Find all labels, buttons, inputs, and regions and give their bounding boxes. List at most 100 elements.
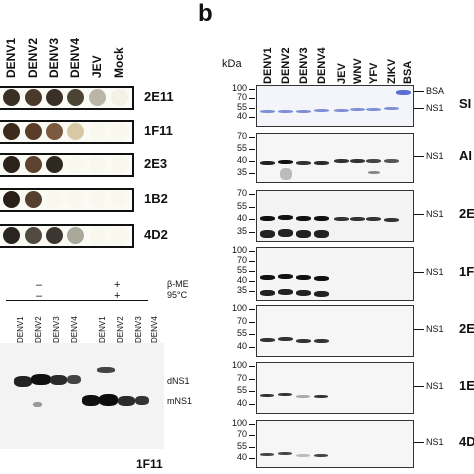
mw-marker: 40 bbox=[236, 275, 247, 285]
column-header-denv3: DENV3 bbox=[47, 37, 61, 78]
blot-band-label-ns1: NS1 bbox=[426, 103, 444, 113]
blot-name: SI bbox=[459, 96, 472, 111]
ai-band-6 bbox=[366, 159, 381, 163]
dot-1b2-3 bbox=[67, 191, 84, 208]
sign-plus-2: + bbox=[114, 290, 121, 302]
strip-2e11 bbox=[0, 86, 134, 110]
blot-1 bbox=[256, 85, 414, 127]
blot-band-label-ns1: NS1 bbox=[426, 209, 444, 219]
ai-band-5 bbox=[350, 159, 365, 163]
blot-name: 2E bbox=[459, 321, 474, 336]
blot-name: 4D bbox=[459, 434, 474, 449]
mw-marker: 40 bbox=[236, 111, 247, 121]
blot-5 bbox=[256, 305, 414, 357]
si-bsa-band bbox=[396, 90, 411, 95]
label-pointer bbox=[414, 214, 424, 215]
mw-tick bbox=[249, 378, 255, 380]
label-pointer bbox=[414, 91, 424, 92]
2e-other-2 bbox=[366, 217, 381, 221]
blot-lane-zikv: ZIKV bbox=[386, 58, 398, 84]
1f-low-0 bbox=[260, 290, 275, 296]
1f-band-2 bbox=[296, 275, 311, 280]
mw-tick bbox=[249, 291, 255, 292]
blot-name: 2E bbox=[459, 206, 474, 221]
mw-marker: 40 bbox=[236, 341, 247, 351]
blot-band-label-ns1: NS1 bbox=[426, 267, 444, 277]
dot-1b2-4 bbox=[89, 191, 106, 208]
mw-tick bbox=[249, 309, 255, 310]
blot-7 bbox=[256, 420, 414, 468]
dot-2e11-0 bbox=[3, 89, 20, 106]
dot-4d2-1 bbox=[25, 227, 42, 244]
2e-band-1 bbox=[278, 215, 293, 220]
dot-1f11-0 bbox=[3, 123, 20, 140]
gel-band-3 bbox=[50, 375, 67, 385]
temp-label: 95°C bbox=[167, 290, 188, 300]
dot-1f11-5 bbox=[111, 123, 128, 140]
label-pointer bbox=[414, 386, 424, 387]
blot-name: 1F bbox=[459, 264, 474, 279]
2e5-band-1 bbox=[278, 337, 293, 341]
2e-other-0 bbox=[334, 217, 349, 221]
strip-label: 2E3 bbox=[144, 156, 168, 171]
dot-4d2-3 bbox=[67, 227, 84, 244]
mw-tick bbox=[249, 347, 255, 348]
blot-6 bbox=[256, 362, 414, 414]
blot-band-label-bsa: BSA bbox=[426, 86, 445, 96]
ai-band-3 bbox=[314, 161, 329, 165]
2e-low-0 bbox=[260, 230, 275, 238]
sign-minus-1: – bbox=[36, 279, 43, 291]
mw-marker: 100 bbox=[231, 83, 247, 93]
mw-marker: 40 bbox=[236, 452, 247, 462]
si-ns1-band-6 bbox=[366, 108, 381, 111]
2e-band-3 bbox=[314, 216, 329, 221]
blot-lane-bsa: BSA bbox=[402, 60, 414, 84]
2e-low-2 bbox=[296, 230, 311, 238]
2e-other-1 bbox=[350, 217, 365, 221]
mw-marker: 70 bbox=[236, 372, 247, 383]
dot-2e3-3 bbox=[67, 156, 84, 173]
blot-band-label-ns1: NS1 bbox=[426, 324, 444, 334]
si-ns1-band-0 bbox=[260, 110, 275, 113]
dot-2e3-1 bbox=[25, 156, 42, 173]
mw-marker: 55 bbox=[236, 200, 247, 211]
strip-label: 4D2 bbox=[144, 227, 168, 242]
gel-band-6 bbox=[97, 367, 115, 373]
mw-tick bbox=[249, 137, 255, 138]
mw-marker: 55 bbox=[236, 328, 247, 339]
dot-2e11-4 bbox=[89, 89, 106, 106]
mw-tick bbox=[249, 271, 255, 272]
ai-band-4 bbox=[334, 159, 349, 163]
label-pointer bbox=[414, 108, 424, 109]
2e-band-0 bbox=[260, 216, 275, 221]
mw-marker: 100 bbox=[231, 303, 247, 313]
dot-1b2-0 bbox=[3, 191, 20, 208]
blot-2 bbox=[256, 133, 414, 183]
si-ns1-band-1 bbox=[278, 110, 293, 113]
mns1-label: mNS1 bbox=[167, 396, 193, 406]
dot-4d2-2 bbox=[46, 227, 63, 244]
mw-marker: 70 bbox=[236, 188, 247, 198]
1f-low-3 bbox=[314, 291, 329, 297]
blot-lane-jev: JEV bbox=[336, 63, 348, 84]
mw-tick bbox=[249, 194, 255, 195]
column-header-mock: Mock bbox=[112, 47, 126, 78]
gel-band-2 bbox=[31, 374, 51, 385]
4d-band-1 bbox=[278, 452, 292, 455]
mw-marker: 55 bbox=[236, 143, 247, 153]
panel-b-letter: b bbox=[198, 0, 213, 27]
mw-tick bbox=[249, 206, 255, 208]
1f-band-3 bbox=[314, 276, 329, 281]
mw-marker: 55 bbox=[236, 385, 247, 396]
mw-tick bbox=[249, 117, 255, 118]
gel-lane-6: DENV2 bbox=[116, 316, 125, 343]
sign-minus-2: – bbox=[36, 290, 43, 302]
mw-tick bbox=[249, 89, 255, 90]
dns1-label: dNS1 bbox=[167, 376, 190, 386]
ai-band-2 bbox=[296, 161, 311, 165]
mw-marker: 70 bbox=[236, 255, 247, 265]
label-pointer bbox=[414, 272, 424, 273]
mw-tick bbox=[249, 161, 255, 162]
gel-band-7 bbox=[82, 395, 100, 406]
column-header-jev: JEV bbox=[90, 55, 104, 78]
